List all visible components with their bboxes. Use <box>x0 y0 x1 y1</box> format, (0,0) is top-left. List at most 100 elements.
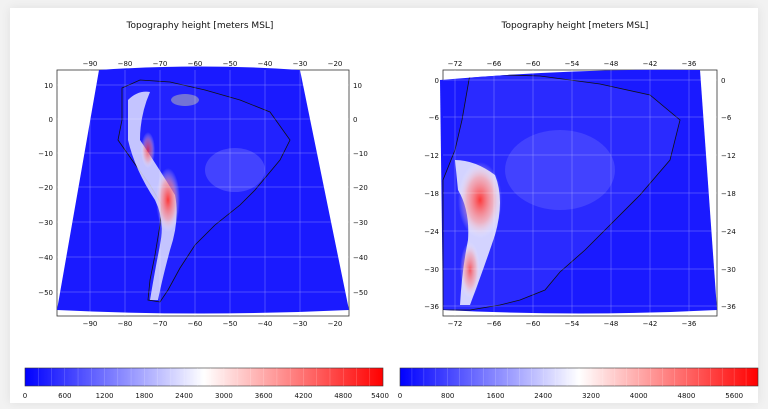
map-2-lon-tick: −60 <box>526 60 541 68</box>
map-1-lat-tick: −10 <box>353 150 368 158</box>
map-2-lon-ticks-top: −72 −66 −60 −54 −48 −42 −36 <box>448 60 697 68</box>
map-2-lat-ticks-right: 0 −6 −12 −18 −24 −30 −36 <box>721 77 736 311</box>
map-1-title: Topography height [meters MSL] <box>126 21 274 31</box>
map-1-lat-tick: −30 <box>38 219 53 227</box>
map-1-colorbar-tick: 4200 <box>294 392 312 400</box>
map-1-lon-ticks-bottom: −90 −80 −70 −60 −50 −40 −30 −20 <box>83 320 343 328</box>
map-1-colorbar-tick: 1200 <box>96 392 114 400</box>
map-2-lon-ticks-bottom: −72 −66 −60 −54 −48 −42 −36 <box>448 320 697 328</box>
map-1-gridlines <box>57 70 349 316</box>
map-2-gridlines <box>443 70 717 316</box>
map-1-lon-tick: −90 <box>83 60 98 68</box>
map-1: Topography height [meters MSL] <box>23 21 389 400</box>
map-2-lon-tick: −36 <box>682 60 697 68</box>
map-2-lat-tick: 0 <box>435 77 439 85</box>
map-1-lat-tick: −20 <box>38 184 53 192</box>
map-1-colorbar-tick: 5400 <box>371 392 389 400</box>
map-2-colorbar-bands <box>411 368 747 386</box>
map-1-colorbar-tick: 3000 <box>215 392 233 400</box>
map-2-andes-peak <box>458 162 502 238</box>
map-2-lat-tick: 0 <box>721 77 725 85</box>
map-2-lat-tick: −12 <box>424 152 439 160</box>
map-1-lon-tick: −80 <box>118 60 133 68</box>
map-1-lon-tick: −90 <box>83 320 98 328</box>
map-1-lat-tick: 10 <box>353 82 362 90</box>
map-1-colorbar-tick: 2400 <box>175 392 193 400</box>
map-2-colorbar-tick: 0 <box>398 392 402 400</box>
map-2-colorbar-tick: 4800 <box>677 392 695 400</box>
map-2-lon-tick: −54 <box>565 320 580 328</box>
map-1-lon-tick: −40 <box>258 320 273 328</box>
map-1-andes-ridge <box>128 91 177 301</box>
map-1-lat-tick: 10 <box>44 82 53 90</box>
map-2: Topography height [meters MSL] <box>398 21 759 400</box>
map-1-andes-peak-north <box>141 132 155 168</box>
map-1-lat-tick: −20 <box>353 184 368 192</box>
map-1-lon-tick: −20 <box>328 320 343 328</box>
map-1-lat-tick: −50 <box>38 289 53 297</box>
map-1-lon-ticks-top: −90 −80 −70 −60 −50 −40 −30 −20 <box>83 60 343 68</box>
map-1-colorbar-tick: 3600 <box>255 392 273 400</box>
map-1-plateau <box>205 148 265 192</box>
map-2-plateau <box>505 130 615 210</box>
map-2-colorbar-ticks: 0 800 1600 2400 3200 4000 4800 5600 <box>398 392 743 400</box>
map-1-andes-peak <box>156 168 180 232</box>
map-1-lat-tick: −40 <box>353 254 368 262</box>
map-2-lon-tick: −42 <box>643 60 658 68</box>
map-2-lon-tick: −72 <box>448 60 463 68</box>
map-2-title: Topography height [meters MSL] <box>501 21 649 31</box>
map-2-land <box>442 73 681 311</box>
map-1-lon-tick: −20 <box>328 60 343 68</box>
map-2-lon-tick: −60 <box>526 320 541 328</box>
map-2-lat-tick: −36 <box>424 303 439 311</box>
map-1-lon-tick: −60 <box>188 320 203 328</box>
map-2-lon-tick: −48 <box>604 60 619 68</box>
map-2-lon-tick: −42 <box>643 320 658 328</box>
map-1-lat-tick: −10 <box>38 150 53 158</box>
map-1-colorbar-tick: 4800 <box>334 392 352 400</box>
map-2-lon-tick: −54 <box>565 60 580 68</box>
map-2-lon-tick: −66 <box>487 60 502 68</box>
map-2-lat-ticks-left: 0 −6 −12 −18 −24 −30 −36 <box>424 77 439 311</box>
map-2-lat-tick: −18 <box>721 190 736 198</box>
map-1-lat-tick: 0 <box>49 116 53 124</box>
map-1-colorbar <box>24 367 384 387</box>
map-2-lat-tick: −24 <box>424 228 439 236</box>
map-2-lat-tick: −12 <box>721 152 736 160</box>
map-1-colorbar-ticks: 0 600 1200 1800 2400 3000 3600 4200 4800… <box>23 392 389 400</box>
map-2-lat-tick: −6 <box>721 114 732 122</box>
map-2-colorbar-tick: 4000 <box>630 392 648 400</box>
map-2-colorbar-tick: 800 <box>441 392 454 400</box>
map-1-lat-tick: −50 <box>353 289 368 297</box>
map-1-lat-tick: −30 <box>353 219 368 227</box>
map-2-lon-tick: −36 <box>682 320 697 328</box>
map-1-lon-tick: −60 <box>188 60 203 68</box>
map-1-lat-ticks-left: 10 0 −10 −20 −30 −40 −50 <box>38 82 53 297</box>
map-1-lon-tick: −70 <box>153 60 168 68</box>
map-2-andes-peak-south <box>460 242 480 298</box>
map-1-lon-tick: −80 <box>118 320 133 328</box>
map-1-lat-tick: 0 <box>353 116 357 124</box>
map-1-highland-north <box>171 94 199 106</box>
map-2-colorbar-tick: 1600 <box>487 392 505 400</box>
map-1-lon-tick: −30 <box>293 60 308 68</box>
map-2-lat-tick: −18 <box>424 190 439 198</box>
map-2-lat-tick: −6 <box>429 114 440 122</box>
map-1-colorbar-tick: 0 <box>23 392 27 400</box>
map-1-lon-tick: −40 <box>258 60 273 68</box>
map-1-lon-tick: −70 <box>153 320 168 328</box>
map-2-lat-tick: −30 <box>424 266 439 274</box>
map-2-lon-tick: −72 <box>448 320 463 328</box>
map-1-lat-tick: −40 <box>38 254 53 262</box>
map-2-colorbar-tick: 3200 <box>582 392 600 400</box>
map-1-colorbar-bands <box>38 368 370 386</box>
map-1-lat-ticks-right: 10 0 −10 −20 −30 −40 −50 <box>353 82 368 297</box>
map-1-lon-tick: −50 <box>223 320 238 328</box>
map-2-lon-tick: −48 <box>604 320 619 328</box>
map-1-lon-tick: −30 <box>293 320 308 328</box>
map-2-lat-tick: −30 <box>721 266 736 274</box>
map-2-colorbar-tick: 2400 <box>534 392 552 400</box>
map-2-colorbar-tick: 5600 <box>725 392 743 400</box>
